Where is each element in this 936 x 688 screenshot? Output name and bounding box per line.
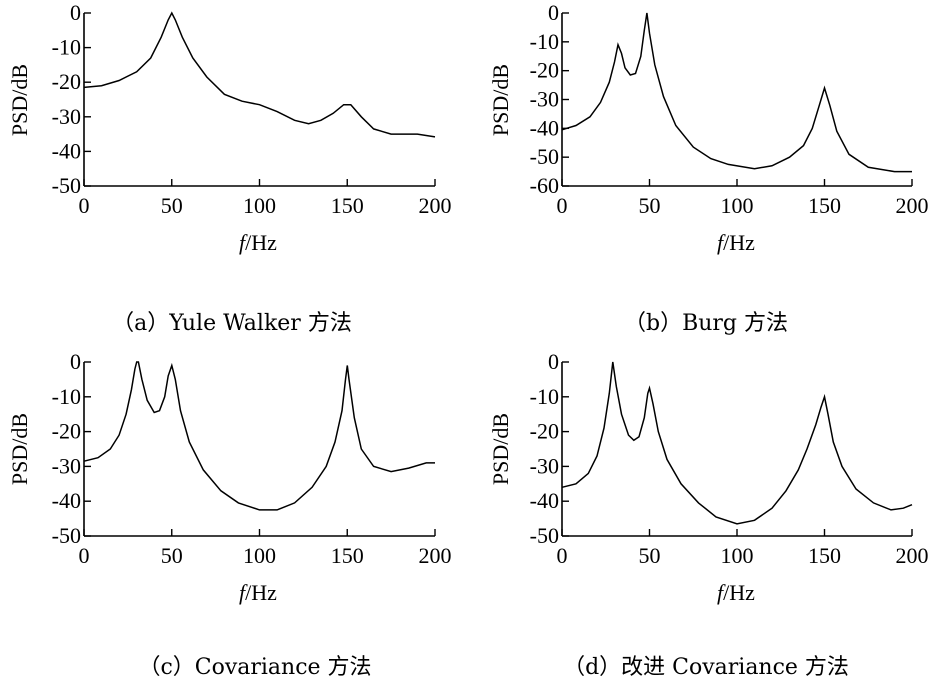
y-tick-label: 0 <box>70 349 81 374</box>
x-tick-label: 150 <box>808 193 841 218</box>
x-axis-label: f/Hz <box>717 230 755 255</box>
x-axis-label-unit: /Hz <box>723 230 755 255</box>
y-tick-label: -50 <box>530 144 559 169</box>
y-axis-label: PSD/dB <box>7 413 32 485</box>
y-tick-label: -20 <box>52 419 81 444</box>
chart-panel-2: 0-10-20-30-40-50-600 50 100 150 200PSD/dBf/H… <box>488 0 928 336</box>
x-tick-label: 50 <box>161 193 183 218</box>
x-axis-label: f/Hz <box>239 230 277 255</box>
panel-caption: （d）改进 Covariance 方法 <box>563 655 849 680</box>
x-axis-label: f/Hz <box>239 580 277 605</box>
y-tick-label: 0 <box>548 349 559 374</box>
x-tick-label: 100 <box>243 543 276 568</box>
y-tick-label: -50 <box>530 523 559 548</box>
chart-panel-1: 0-10-20-30-40-500 50 100 150 200PSD/dBf/Hz（a… <box>7 0 451 336</box>
y-tick-label: -10 <box>530 29 559 54</box>
panel-caption: （b）Burg 方法 <box>624 311 788 336</box>
x-axis-label-unit: /Hz <box>723 580 755 605</box>
y-tick-label: -40 <box>530 488 559 513</box>
x-tick-label: 200 <box>896 193 929 218</box>
x-axis-label-variable: f <box>717 580 726 605</box>
psd-curve <box>561 361 913 525</box>
x-tick-label: 0 <box>557 543 568 568</box>
x-tick-label: 50 <box>161 543 183 568</box>
x-axis-label-variable: f <box>239 230 248 255</box>
y-tick-label: -50 <box>52 523 81 548</box>
y-tick-label: -20 <box>52 69 81 94</box>
x-axis-label-variable: f <box>717 230 726 255</box>
x-axis-label-unit: /Hz <box>245 580 277 605</box>
x-tick-label: 200 <box>896 543 929 568</box>
psd-curve <box>83 11 436 138</box>
x-tick-label: 50 <box>639 193 661 218</box>
y-tick-label: -30 <box>530 453 559 478</box>
panel-caption: （c）Covariance 方法 <box>138 655 371 680</box>
x-axis-label: f/Hz <box>717 580 755 605</box>
y-tick-label: -40 <box>530 115 559 140</box>
y-tick-label: -20 <box>530 58 559 83</box>
y-tick-label: 0 <box>548 0 559 25</box>
y-tick-label: -40 <box>52 488 81 513</box>
y-tick-label: 0 <box>70 0 81 25</box>
y-tick-label: -60 <box>530 173 559 198</box>
x-axis-label-variable: f <box>239 580 248 605</box>
x-tick-label: 100 <box>721 193 754 218</box>
chart-panel-4: 0-10-20-30-40-500 50 100 150 200PSD/dBf/Hz（d… <box>488 349 928 680</box>
x-tick-label: 0 <box>557 193 568 218</box>
x-tick-label: 100 <box>721 543 754 568</box>
x-tick-label: 200 <box>419 543 452 568</box>
x-tick-label: 0 <box>79 543 90 568</box>
y-tick-label: -50 <box>52 173 81 198</box>
x-tick-label: 150 <box>331 543 364 568</box>
psd-curve <box>83 361 435 511</box>
x-tick-label: 150 <box>331 193 364 218</box>
panel-caption: （a）Yule Walker 方法 <box>112 311 352 336</box>
y-axis-label: PSD/dB <box>488 413 513 485</box>
x-tick-label: 100 <box>243 193 276 218</box>
y-tick-label: -20 <box>530 419 559 444</box>
y-axis-label: PSD/dB <box>488 64 513 136</box>
x-tick-label: 200 <box>419 193 452 218</box>
y-axis-label: PSD/dB <box>7 64 32 136</box>
x-tick-label: 0 <box>79 193 90 218</box>
y-tick-label: -10 <box>52 35 81 60</box>
y-tick-label: -10 <box>52 384 81 409</box>
y-tick-label: -30 <box>52 104 81 129</box>
x-axis-label-unit: /Hz <box>245 230 277 255</box>
y-tick-label: -10 <box>530 384 559 409</box>
chart-panel-3: 0-10-20-30-40-500 50 100 150 200PSD/dBf/Hz（c… <box>7 349 451 680</box>
psd-curve <box>561 12 912 173</box>
y-tick-label: -30 <box>530 87 559 112</box>
y-tick-label: -40 <box>52 138 81 163</box>
x-tick-label: 150 <box>808 543 841 568</box>
y-tick-label: -30 <box>52 453 81 478</box>
x-tick-label: 50 <box>639 543 661 568</box>
